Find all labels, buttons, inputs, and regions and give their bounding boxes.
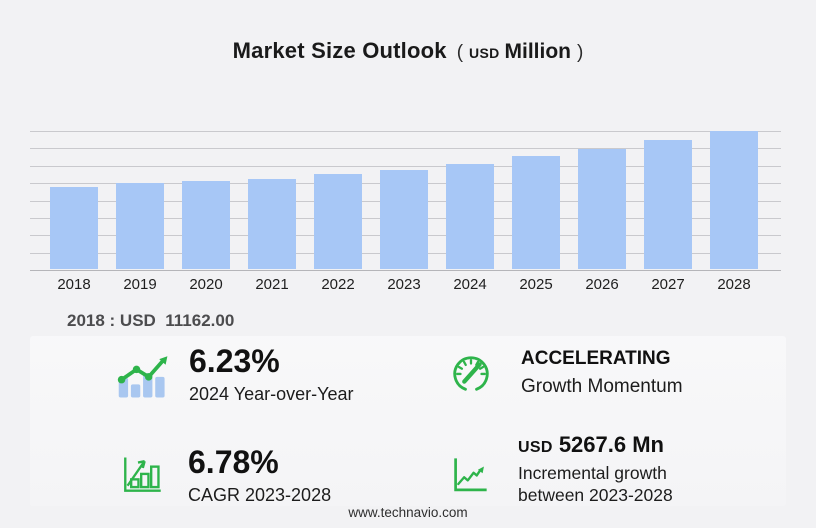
bar-2019 (116, 182, 164, 269)
year-label-2027: 2027 (651, 276, 685, 293)
year-label-2018: 2018 (57, 276, 91, 293)
title-paren-open: ( (456, 42, 464, 63)
bar-2020 (182, 181, 230, 269)
stat-momentum: ACCELERATING Growth Momentum (448, 348, 683, 398)
bar-2022 (314, 174, 362, 269)
bar-2025 (512, 156, 560, 269)
title-main: Market Size Outlook (232, 38, 447, 63)
incremental-growth-icon (454, 458, 487, 492)
title-unit: Million (504, 40, 572, 63)
yoy-label: 2024 Year-over-Year (189, 384, 354, 404)
incremental-amount: 5267.6 Mn (558, 432, 664, 457)
bar-chart (30, 131, 781, 271)
page-title: Market Size Outlook ( USD Million ) (0, 38, 816, 64)
gridline (30, 165, 781, 167)
bar-2028 (710, 131, 758, 269)
incremental-label-line1: Incremental growth (518, 463, 667, 483)
year-label-2022: 2022 (321, 276, 355, 293)
trend-bars-icon (117, 356, 168, 398)
year-label-2020: 2020 (189, 276, 223, 293)
incremental-currency: USD (518, 439, 553, 456)
stat-incremental: USD 5267.6 Mn Incremental growth between… (452, 434, 673, 507)
base-year-annotation: 2018 : USD 11162.00 (67, 311, 235, 330)
bar-2027 (644, 140, 692, 269)
bar-2024 (446, 163, 494, 269)
year-label-2021: 2021 (255, 276, 289, 293)
year-label-2024: 2024 (453, 276, 487, 293)
chart-x-axis-labels: 2018 2019 2020 2021 2022 2023 2024 2025 2026 2027… (30, 276, 781, 296)
year-label-2019: 2019 (123, 276, 157, 293)
cagr-label: CAGR 2023-2028 (188, 485, 332, 505)
year-label-2023: 2023 (387, 276, 421, 293)
bar-2018 (50, 187, 98, 269)
incremental-label-line2: between 2023-2028 (518, 484, 673, 505)
cagr-value: 6.78% (188, 444, 279, 480)
incremental-value: USD 5267.6 Mn (518, 434, 673, 456)
growth-chart-icon (124, 457, 161, 492)
gridline (30, 131, 781, 132)
footer: www.technavio.com (0, 504, 816, 522)
stat-yoy: 6.23% 2024 Year-over-Year (115, 345, 353, 405)
bar-2026 (578, 148, 626, 269)
momentum-label: Growth Momentum (521, 375, 683, 397)
bar-2021 (248, 179, 296, 269)
momentum-value: ACCELERATING (521, 348, 671, 369)
year-label-2028: 2028 (717, 276, 751, 293)
bar-2023 (380, 169, 428, 269)
gridline (30, 148, 781, 150)
stats-panel (30, 336, 786, 506)
year-label-2025: 2025 (519, 276, 553, 293)
stat-cagr: 6.78% CAGR 2023-2028 (122, 446, 331, 506)
title-currency: USD (469, 45, 500, 61)
year-label-2026: 2026 (585, 276, 619, 293)
yoy-value: 6.23% (189, 343, 280, 379)
title-paren-close: ) (577, 42, 584, 63)
website-link[interactable]: www.technavio.com (348, 505, 468, 520)
speedometer-icon (453, 356, 489, 391)
chart-baseline (30, 270, 781, 271)
